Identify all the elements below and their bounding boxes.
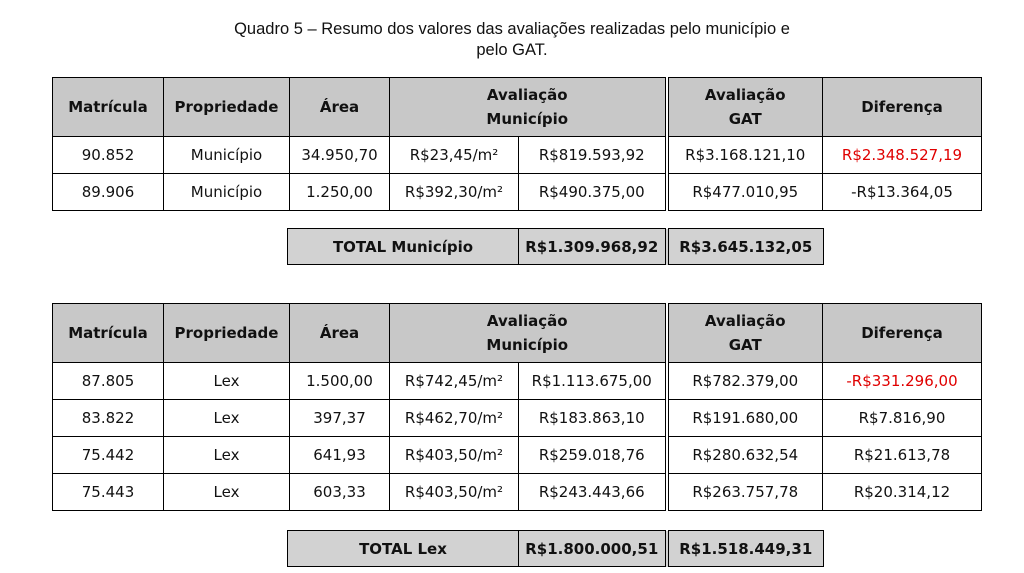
cell-diferenca: R$2.348.527,19 [822, 136, 982, 174]
cell-area: 641,93 [289, 436, 390, 474]
cell-area: 397,37 [289, 399, 390, 437]
header-area: Área [289, 77, 390, 137]
header-propriedade: Propriedade [163, 77, 290, 137]
table-row: 83.822 Lex 397,37 R$462,70/m² R$183.863,… [52, 399, 982, 437]
cell-avaliacao-gat: R$782.379,00 [664, 362, 823, 400]
cell-avaliacao-municipio: R$259.018,76 [518, 436, 667, 474]
header-avaliacao-municipio-line2: Município [486, 336, 569, 354]
total-avaliacao-municipio: R$1.309.968,92 [518, 228, 667, 265]
header-avaliacao-gat: Avaliação GAT [664, 77, 823, 137]
cell-area: 34.950,70 [289, 136, 390, 174]
header-diferenca: Diferença [822, 77, 982, 137]
cell-area: 603,33 [289, 473, 390, 511]
header-avaliacao-gat-line2: GAT [728, 110, 762, 128]
header-avaliacao-municipio: Avaliação Município [389, 77, 667, 137]
header-avaliacao-municipio-line2: Município [486, 110, 569, 128]
cell-propriedade: Lex [163, 436, 290, 474]
table-row: 75.443 Lex 603,33 R$403,50/m² R$243.443,… [52, 473, 982, 511]
total-label: TOTAL Município [287, 228, 519, 265]
cell-valor-m2: R$742,45/m² [389, 362, 519, 400]
cell-diferenca: R$7.816,90 [822, 399, 982, 437]
total-avaliacao-municipio: R$1.800.000,51 [518, 530, 667, 567]
cell-avaliacao-gat: R$477.010,95 [664, 173, 823, 211]
cell-diferenca: -R$331.296,00 [822, 362, 982, 400]
cell-diferenca: R$20.314,12 [822, 473, 982, 511]
header-matricula: Matrícula [52, 77, 164, 137]
cell-propriedade: Lex [163, 362, 290, 400]
cell-avaliacao-municipio: R$243.443,66 [518, 473, 667, 511]
header-avaliacao-municipio-line1: Avaliação [486, 86, 568, 104]
cell-avaliacao-municipio: R$819.593,92 [518, 136, 667, 174]
header-propriedade: Propriedade [163, 303, 290, 363]
cell-matricula: 75.442 [52, 436, 164, 474]
table-row: 87.805 Lex 1.500,00 R$742,45/m² R$1.113.… [52, 362, 982, 400]
table-row: 90.852 Município 34.950,70 R$23,45/m² R$… [52, 136, 982, 174]
cell-avaliacao-gat: R$3.168.121,10 [664, 136, 823, 174]
cell-area: 1.250,00 [289, 173, 390, 211]
municipio-valuation-table: Matrícula Propriedade Área Avaliação Mun… [52, 77, 982, 211]
cell-matricula: 83.822 [52, 399, 164, 437]
total-municipio-table: TOTAL Município R$1.309.968,92 R$3.645.1… [287, 228, 824, 265]
cell-propriedade: Lex [163, 399, 290, 437]
cell-avaliacao-municipio: R$1.113.675,00 [518, 362, 667, 400]
total-avaliacao-gat: R$1.518.449,31 [664, 530, 824, 567]
header-avaliacao-gat-line2: GAT [728, 336, 762, 354]
total-label: TOTAL Lex [287, 530, 519, 567]
cell-valor-m2: R$403,50/m² [389, 473, 519, 511]
header-area: Área [289, 303, 390, 363]
total-row: TOTAL Lex R$1.800.000,51 R$1.518.449,31 [287, 530, 824, 567]
header-row: Matrícula Propriedade Área Avaliação Mun… [52, 77, 982, 137]
header-avaliacao-gat-line1: Avaliação [704, 86, 786, 104]
header-matricula: Matrícula [52, 303, 164, 363]
header-avaliacao-gat-line1: Avaliação [704, 312, 786, 330]
cell-valor-m2: R$462,70/m² [389, 399, 519, 437]
cell-avaliacao-municipio: R$183.863,10 [518, 399, 667, 437]
cell-valor-m2: R$403,50/m² [389, 436, 519, 474]
cell-propriedade: Município [163, 173, 290, 211]
cell-propriedade: Município [163, 136, 290, 174]
cell-matricula: 75.443 [52, 473, 164, 511]
table-row: 89.906 Município 1.250,00 R$392,30/m² R$… [52, 173, 982, 211]
caption-line-1: Quadro 5 – Resumo dos valores das avalia… [234, 20, 790, 38]
cell-valor-m2: R$392,30/m² [389, 173, 519, 211]
cell-avaliacao-municipio: R$490.375,00 [518, 173, 667, 211]
header-diferenca: Diferença [822, 303, 982, 363]
header-avaliacao-gat: Avaliação GAT [664, 303, 823, 363]
cell-diferenca: -R$13.364,05 [822, 173, 982, 211]
cell-diferenca: R$21.613,78 [822, 436, 982, 474]
lex-valuation-table: Matrícula Propriedade Área Avaliação Mun… [52, 303, 982, 511]
header-row: Matrícula Propriedade Área Avaliação Mun… [52, 303, 982, 363]
header-avaliacao-municipio-line1: Avaliação [486, 312, 568, 330]
table-row: 75.442 Lex 641,93 R$403,50/m² R$259.018,… [52, 436, 982, 474]
cell-matricula: 87.805 [52, 362, 164, 400]
cell-valor-m2: R$23,45/m² [389, 136, 519, 174]
caption-line-2: pelo GAT. [476, 41, 548, 59]
cell-avaliacao-gat: R$263.757,78 [664, 473, 823, 511]
cell-propriedade: Lex [163, 473, 290, 511]
cell-area: 1.500,00 [289, 362, 390, 400]
total-row: TOTAL Município R$1.309.968,92 R$3.645.1… [287, 228, 824, 265]
total-avaliacao-gat: R$3.645.132,05 [664, 228, 824, 265]
total-lex-table: TOTAL Lex R$1.800.000,51 R$1.518.449,31 [287, 530, 824, 567]
cell-matricula: 89.906 [52, 173, 164, 211]
table-caption: Quadro 5 – Resumo dos valores das avalia… [0, 19, 1024, 61]
cell-avaliacao-gat: R$191.680,00 [664, 399, 823, 437]
header-avaliacao-municipio: Avaliação Município [389, 303, 667, 363]
cell-avaliacao-gat: R$280.632,54 [664, 436, 823, 474]
cell-matricula: 90.852 [52, 136, 164, 174]
